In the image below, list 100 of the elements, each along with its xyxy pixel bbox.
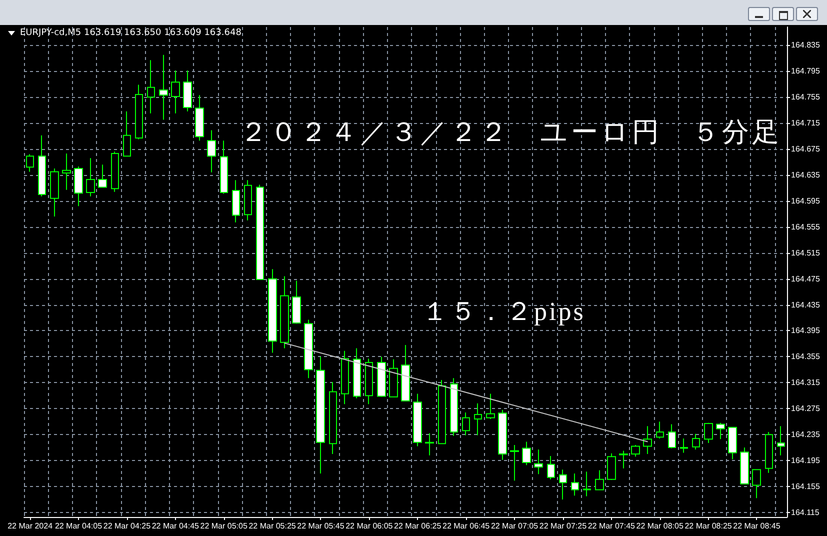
candlestick [183, 70, 192, 112]
y-tick-label: 164.475 [791, 274, 820, 284]
candlestick [341, 350, 349, 405]
candlestick [86, 158, 95, 197]
y-tick-label: 164.435 [791, 300, 820, 310]
candlestick [559, 469, 567, 500]
candlestick [740, 447, 749, 484]
text: ２０２４／３／２２ ユーロ円 ５分足 [240, 116, 782, 149]
y-tick-label: 164.155 [791, 482, 820, 491]
candlestick [195, 94, 204, 142]
candlestick [268, 268, 277, 354]
candlestick [765, 431, 773, 474]
x-tick-label: 22 Mar 05:45 [297, 522, 345, 530]
candlestick [619, 450, 628, 469]
x-tick-label: 22 Mar 06:25 [394, 522, 442, 530]
candlestick [232, 180, 240, 223]
candlestick [692, 433, 700, 450]
candlestick [159, 54, 168, 120]
candlestick [304, 319, 313, 379]
candlestick [26, 154, 34, 172]
y-tick-label: 164.675 [791, 144, 820, 154]
candlestick [595, 470, 604, 490]
y-tick-label: 164.355 [791, 352, 820, 362]
y-tick-label: 164.275 [791, 404, 820, 414]
candlestick [547, 455, 555, 480]
candlestick [38, 134, 46, 197]
candlestick [534, 449, 543, 475]
candlestick [498, 409, 507, 460]
candlestick [401, 344, 410, 402]
candlestick [486, 393, 495, 420]
candlestick [510, 444, 519, 482]
candlestick [777, 426, 785, 456]
candlestick [656, 421, 664, 439]
candlestick [377, 356, 386, 398]
x-tick-label: 22 Mar 06:45 [442, 522, 490, 530]
y-tick-label: 164.755 [791, 92, 820, 102]
x-tick-label: 22 Mar 06:05 [346, 522, 394, 530]
candlestick [643, 426, 652, 455]
candlestick [292, 280, 301, 324]
candlestick [704, 422, 713, 444]
candlestick [171, 70, 180, 114]
y-tick-label: 164.835 [791, 40, 820, 50]
chart-subtitle: EURJPY-cd,M5 163.619 163.650 163.609 163.648 [20, 28, 242, 38]
x-tick-label: 22 Mar 05:05 [200, 522, 248, 530]
y-tick-label: 164.635 [791, 170, 820, 180]
candlestick [98, 164, 107, 188]
x-tick-label: 22 Mar 08:25 [684, 522, 732, 530]
candlestick [50, 168, 59, 218]
candlestick [716, 422, 725, 440]
x-tick-label: 22 Mar 04:25 [103, 522, 152, 530]
candlestick [752, 469, 761, 499]
x-tick-label: 22 Mar 07:05 [490, 522, 539, 530]
y-tick-label: 164.235 [791, 430, 820, 440]
candlestick [522, 441, 531, 466]
candlestick [425, 432, 434, 456]
candlestick [680, 438, 688, 454]
candlestick [316, 356, 325, 474]
x-tick-label: 22 Mar 08:45 [733, 522, 781, 530]
y-tick-label: 164.315 [791, 378, 820, 388]
candlestick [474, 402, 482, 436]
annotation: １５．２pips [422, 296, 586, 328]
x-tick-label: 22 Mar 07:25 [539, 522, 588, 530]
candlestick [438, 380, 446, 444]
x-tick-label: 22 Mar 05:25 [248, 522, 296, 530]
y-tick-label: 164.715 [791, 118, 820, 128]
candlestick [280, 276, 289, 349]
x-tick-label: 22 Mar 07:45 [588, 522, 636, 530]
candlestick [365, 358, 373, 405]
candlestick [62, 153, 71, 190]
candlestick [135, 84, 143, 140]
candlestick [631, 444, 640, 458]
y-tick-label: 164.595 [791, 196, 820, 206]
candlestick [329, 382, 337, 455]
candlestick [207, 130, 216, 173]
x-tick-label: 22 Mar 2024 [8, 522, 54, 530]
candlestick [462, 412, 470, 436]
candlestick [74, 166, 83, 207]
candlestick [668, 424, 676, 449]
x-tick-label: 22 Mar 04:45 [152, 522, 200, 530]
candlestick [123, 110, 131, 157]
x-tick-label: 22 Mar 08:05 [636, 522, 684, 530]
candlestick [450, 378, 458, 436]
candlestick [244, 180, 252, 221]
y-tick-label: 164.515 [791, 248, 820, 258]
candlestick [353, 348, 361, 399]
candlestick [256, 184, 264, 280]
y-tick-label: 164.555 [791, 222, 820, 232]
candlestick [111, 151, 119, 192]
y-tick-label: 164.395 [791, 326, 820, 336]
candlestick [147, 60, 155, 114]
candlestick [220, 140, 228, 194]
candlestick [607, 452, 616, 481]
candlestick [571, 473, 579, 496]
y-tick-label: 164.115 [791, 508, 820, 517]
candlestick [413, 393, 422, 447]
candlestick [389, 358, 398, 398]
candlestick [728, 426, 737, 460]
y-tick-label: 164.795 [791, 66, 820, 76]
x-tick-label: 22 Mar 04:05 [54, 522, 103, 530]
candlestick [583, 471, 591, 497]
